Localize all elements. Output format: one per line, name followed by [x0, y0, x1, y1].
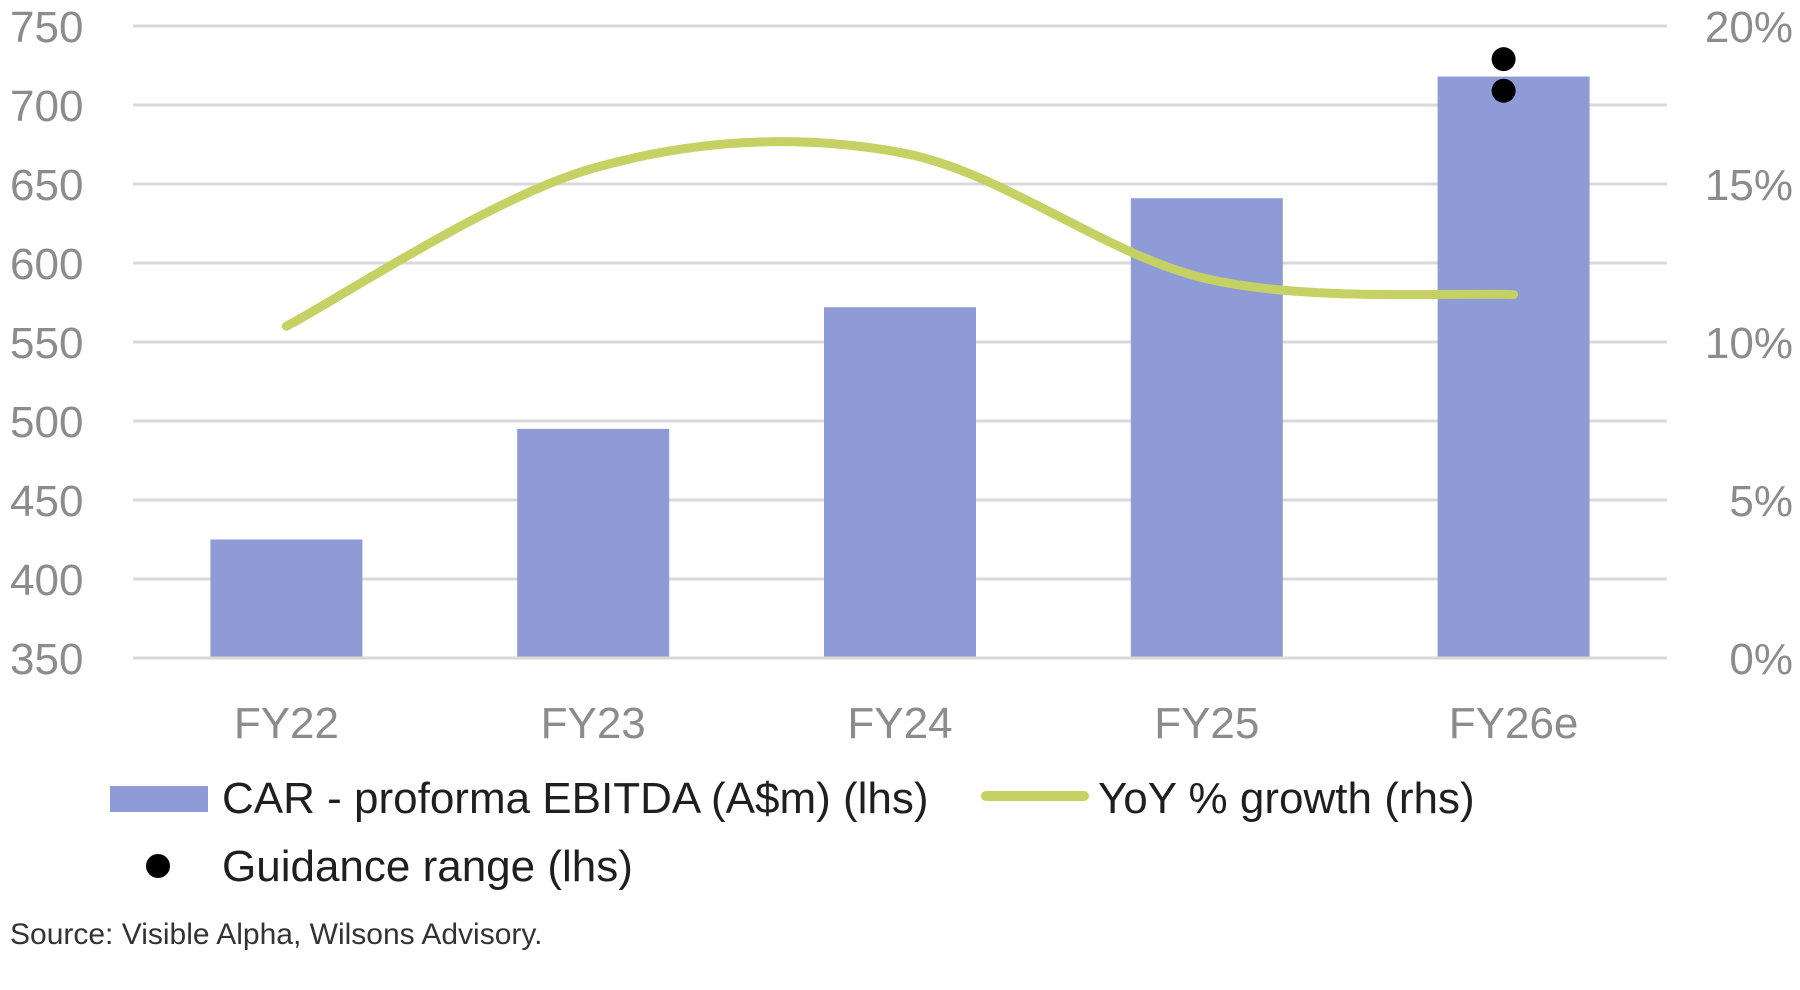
- y-right-tick-label: 5%: [1729, 477, 1793, 526]
- y-left-tick-label: 650: [10, 161, 83, 210]
- y-left-tick-label: 450: [10, 477, 83, 526]
- x-tick-label: FY22: [234, 699, 339, 748]
- source-note: Source: Visible Alpha, Wilsons Advisory.: [10, 918, 543, 951]
- legend-label-bar: CAR - proforma EBITDA (A$m) (lhs): [222, 774, 929, 823]
- y-axis-right: 0% 5% 10% 15% 20%: [1705, 3, 1793, 684]
- x-tick-label: FY25: [1154, 699, 1259, 748]
- y-left-tick-label: 550: [10, 319, 83, 368]
- y-left-tick-label: 400: [10, 556, 83, 605]
- y-right-tick-label: 15%: [1705, 161, 1793, 210]
- y-left-tick-label: 600: [10, 240, 83, 289]
- y-left-tick-label: 700: [10, 82, 83, 131]
- legend-swatch-bar: [110, 786, 208, 812]
- legend-label-line: YoY % growth (rhs): [1098, 774, 1475, 823]
- line-series: [281, 137, 1519, 331]
- y-left-tick-label: 350: [10, 635, 83, 684]
- x-tick-label: FY23: [541, 699, 646, 748]
- x-tick-label: FY26e: [1449, 699, 1579, 748]
- y-right-tick-label: 10%: [1705, 319, 1793, 368]
- x-axis: FY22 FY23 FY24 FY25 FY26e: [133, 656, 1667, 748]
- legend-swatch-dot: [146, 854, 170, 878]
- yoy-growth-line: [281, 137, 1519, 331]
- bar-fy26e: [1437, 76, 1590, 658]
- bar-fy25: [1130, 198, 1283, 658]
- y-left-tick-label: 500: [10, 398, 83, 447]
- x-tick-label: FY24: [847, 699, 952, 748]
- bar-series: [210, 76, 1590, 658]
- guidance-dot-1: [1491, 78, 1516, 103]
- guidance-series: [1491, 47, 1516, 103]
- guidance-dot-2: [1491, 47, 1516, 72]
- y-right-tick-label: 20%: [1705, 3, 1793, 52]
- y-left-tick-label: 750: [10, 3, 83, 52]
- bar-fy24: [824, 307, 976, 658]
- bar-fy23: [517, 428, 670, 658]
- legend: CAR - proforma EBITDA (A$m) (lhs) YoY % g…: [110, 774, 1475, 891]
- y-right-tick-label: 0%: [1729, 635, 1793, 684]
- legend-label-dot: Guidance range (lhs): [222, 842, 633, 891]
- y-axis-left: 350 400 450 500 550 600 650 700 750: [10, 3, 83, 684]
- bar-fy22: [210, 539, 363, 658]
